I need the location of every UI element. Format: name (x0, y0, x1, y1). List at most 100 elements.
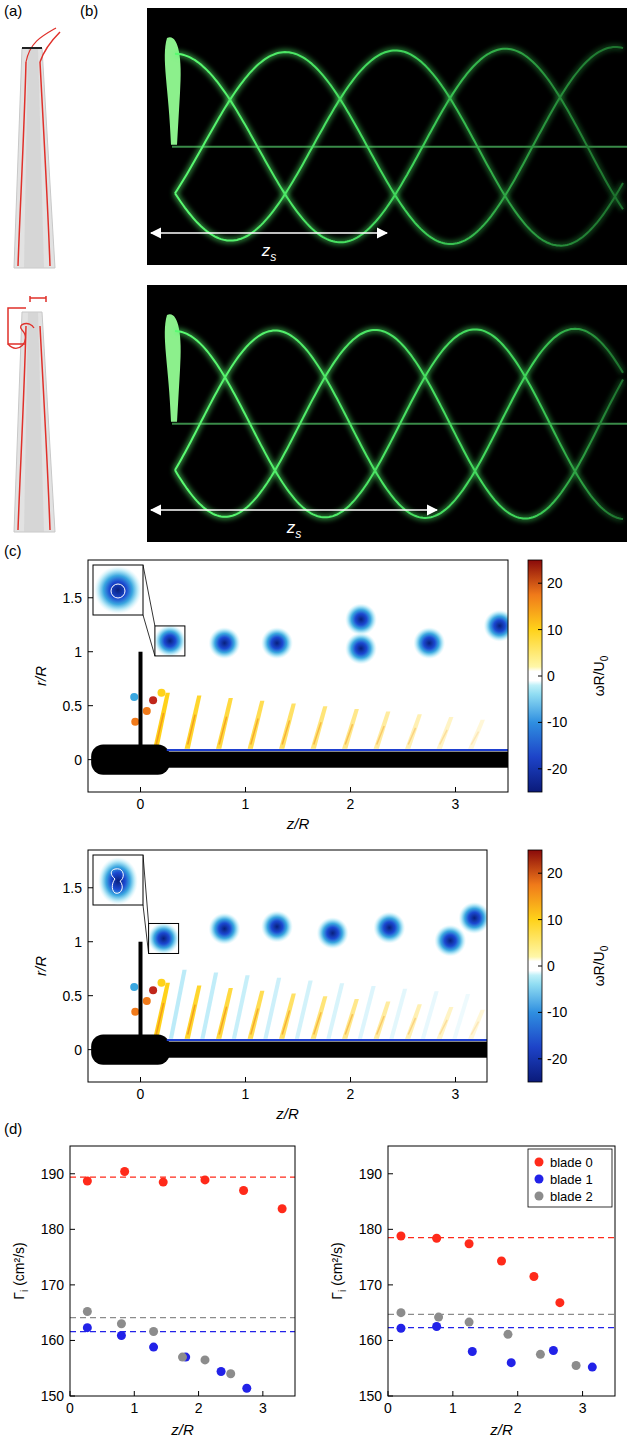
legend-label: blade 2 (550, 1189, 593, 1204)
x-tick-label: 0 (137, 796, 145, 812)
vortex-core (209, 913, 241, 945)
blade-wake-blob (143, 707, 151, 715)
colorbar-tick-label: -20 (547, 761, 567, 777)
data-point (468, 1347, 477, 1356)
data-point (217, 1367, 226, 1376)
y-tick (388, 1229, 393, 1230)
colorbar-tick (538, 1012, 542, 1013)
vortex-line (18, 326, 26, 530)
shear-streak (437, 717, 454, 749)
x-tick (350, 1077, 351, 1082)
data-point (201, 1355, 210, 1364)
x-tick-label: 1 (242, 1086, 250, 1102)
y-tick-label: 150 (41, 1388, 65, 1404)
y-tick (88, 705, 93, 706)
x-axis-title: z/R (170, 1421, 194, 1438)
photo: zs (147, 8, 627, 265)
shear-streak-core (345, 724, 352, 744)
data-point (507, 1358, 516, 1367)
helix (175, 329, 623, 519)
y-tick (388, 1284, 393, 1285)
vortex-loop (8, 324, 34, 349)
colorbar-tick (538, 919, 542, 920)
shear-streak (358, 986, 376, 1039)
inset-connector (143, 565, 155, 626)
y-tick-label: 150 (359, 1388, 383, 1404)
zoom-box (149, 923, 179, 953)
shear-streak-core (314, 722, 321, 744)
colorbar-tick (538, 873, 542, 874)
x-tick-label: 2 (347, 796, 355, 812)
x-tick-label: 2 (195, 1400, 203, 1416)
y-tick-label: 180 (41, 1221, 65, 1237)
shear-streak (452, 994, 470, 1039)
x-tick-label: 3 (259, 1400, 267, 1416)
wake-tube (14, 312, 55, 532)
x-tick-label: 1 (449, 1400, 457, 1416)
data-point (396, 1232, 405, 1241)
data-point (149, 1327, 158, 1336)
vortex-core (154, 625, 186, 657)
inset-connector (143, 615, 155, 656)
x-tick (198, 1391, 199, 1396)
mean-line (70, 1317, 295, 1318)
shear-streak-core (188, 715, 195, 745)
blade-wake-blob (131, 718, 139, 726)
colorbar-tick-label: 20 (547, 575, 563, 591)
x-tick (455, 1077, 456, 1082)
shear-streak (216, 988, 233, 1039)
shear-streak-core (188, 1005, 195, 1035)
x-tick-label: 0 (137, 1086, 145, 1102)
hub (91, 1035, 170, 1065)
colorbar-tick-label: -20 (547, 1051, 567, 1067)
shear-streak (342, 709, 359, 749)
shear-streak-core (408, 1018, 415, 1035)
data-point (117, 1331, 126, 1340)
colorbar-tick (538, 1058, 542, 1059)
x-axis-title: z/R (275, 1105, 299, 1122)
shear-streak (468, 1010, 485, 1039)
vortex-core (209, 627, 241, 659)
shear-streak (279, 704, 296, 749)
inset-vortex (94, 566, 142, 614)
x-tick (140, 1077, 141, 1082)
y-tick-label: 190 (41, 1166, 65, 1182)
data-point (529, 1272, 538, 1281)
shear-streak-core (440, 1020, 447, 1035)
x-tick (245, 1077, 246, 1082)
x-tick-label: 3 (452, 796, 460, 812)
data-point (588, 1363, 597, 1372)
vortex-line (40, 326, 50, 530)
wake-tube (14, 48, 55, 268)
shear-streak-core (156, 1003, 163, 1035)
x-tick-label: 3 (579, 1400, 587, 1416)
label-rest: (cm²/s) (329, 1242, 345, 1289)
label-main: z (261, 241, 271, 260)
blade-wake-blob (158, 979, 166, 987)
x-tick (245, 787, 246, 792)
shear-streak-core (219, 1007, 226, 1035)
label-main: ωR/U (591, 951, 607, 986)
y-axis-title: r/R (32, 956, 49, 976)
y-tick (388, 1340, 393, 1341)
shear-streak (169, 970, 187, 1039)
inset-contour (111, 584, 125, 598)
mean-line (70, 1176, 295, 1177)
vortex-core (413, 627, 445, 659)
y-tick-label: 170 (41, 1277, 65, 1293)
y-tick (70, 1173, 75, 1174)
hub (91, 745, 170, 775)
blade-wake-blob (131, 1008, 139, 1016)
colorbar-title: ωR/U0 (591, 655, 610, 696)
colorbar-tick-label: 10 (547, 912, 563, 928)
data-point (242, 1384, 251, 1393)
y-tick-label: 1.5 (63, 590, 83, 606)
helix (175, 329, 623, 518)
mean-line (388, 1327, 615, 1328)
shear-streak (468, 720, 485, 749)
shear-streak (263, 978, 281, 1039)
y-axis-title: Γi (cm²/s) (11, 1242, 30, 1299)
vortex-line (8, 308, 26, 344)
blade-wake-blob (149, 986, 157, 994)
mean-line (388, 1237, 615, 1238)
